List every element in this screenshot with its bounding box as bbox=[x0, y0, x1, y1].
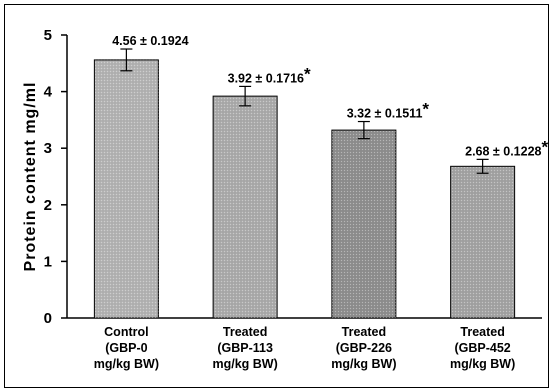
x-tick-label: mg/kg BW) bbox=[212, 357, 277, 371]
chart-frame: 0 1 2 3 4 5 Protein content mg/ml 4.56 ± 0.1924… bbox=[4, 4, 549, 388]
x-tick-label: Treated bbox=[223, 325, 267, 339]
x-tick-label: Control bbox=[104, 325, 148, 339]
y-tick-label: 3 bbox=[44, 140, 52, 157]
y-axis-title: Protein content mg/ml bbox=[22, 82, 39, 272]
x-tick-label: (GBP-226 bbox=[336, 341, 392, 355]
y-tick-label: 1 bbox=[44, 253, 52, 270]
x-tick-label: Treated bbox=[460, 325, 504, 339]
y-tick-label: 0 bbox=[44, 310, 52, 327]
significance-mark: * bbox=[422, 100, 429, 119]
data-label: 3.92 ± 0.1716* bbox=[228, 64, 311, 85]
bar-chart: 0 1 2 3 4 5 Protein content mg/ml 4.56 ± 0.1924… bbox=[22, 27, 548, 371]
x-tick-label: mg/kg BW) bbox=[94, 357, 159, 371]
x-tick-label: mg/kg BW) bbox=[331, 357, 396, 371]
x-tick-label: (GBP-452 bbox=[454, 341, 510, 355]
x-tick-label: (GBP-0 bbox=[105, 341, 147, 355]
bar-texture bbox=[331, 130, 396, 318]
bar-texture bbox=[450, 166, 515, 318]
data-label: 4.56 ± 0.1924 bbox=[112, 34, 188, 48]
data-label: 3.32 ± 0.1511* bbox=[347, 100, 430, 121]
x-tick-label: Treated bbox=[342, 325, 386, 339]
bar-texture bbox=[94, 59, 159, 319]
significance-mark: * bbox=[542, 137, 549, 156]
y-tick-label: 4 bbox=[44, 84, 53, 101]
y-tick-label: 2 bbox=[44, 197, 52, 214]
x-tick-label: (GBP-113 bbox=[217, 341, 273, 355]
data-label: 2.68 ± 0.1228* bbox=[465, 137, 548, 158]
bar-texture bbox=[213, 96, 278, 319]
x-tick-label: mg/kg BW) bbox=[450, 357, 515, 371]
y-tick-label: 5 bbox=[44, 27, 52, 44]
significance-mark: * bbox=[304, 64, 311, 83]
